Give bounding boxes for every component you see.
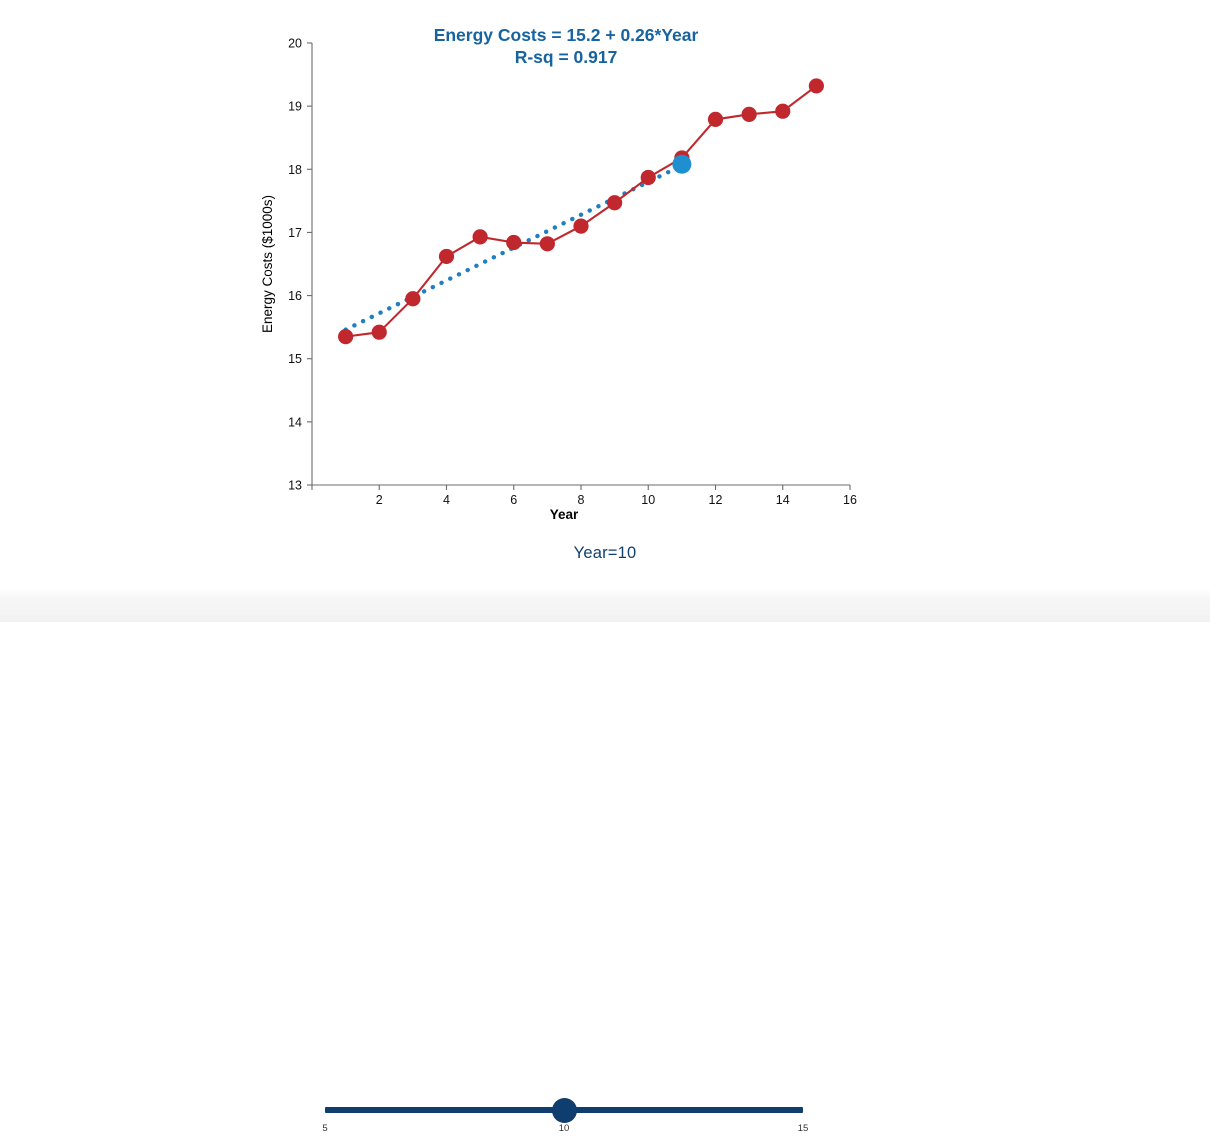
- y-tick-label: 17: [288, 226, 302, 240]
- x-tick-label: 14: [776, 493, 790, 507]
- x-tick-label: 12: [709, 493, 723, 507]
- data-point-marker: [338, 329, 354, 345]
- y-axis-title: Energy Costs ($1000s): [260, 195, 275, 333]
- y-tick-label: 16: [288, 289, 302, 303]
- y-tick-label: 18: [288, 163, 302, 177]
- chart-subtitle: R-sq = 0.917: [515, 47, 618, 67]
- x-axis-title: Year: [550, 507, 579, 522]
- y-axis-ticks: 13 14 15 16 17 18 19 20: [288, 37, 312, 493]
- x-tick-label: 16: [843, 493, 857, 507]
- slider-tick-label: 5: [322, 1123, 328, 1134]
- data-point-marker: [741, 106, 757, 122]
- y-tick-label: 20: [288, 37, 302, 51]
- x-axis-ticks: 2 4 6 8 10 12 14 16: [311, 485, 857, 507]
- chart-axes: [311, 43, 850, 486]
- data-point-marker: [472, 229, 488, 245]
- data-point-marker: [640, 169, 656, 186]
- y-tick-label: 15: [288, 352, 302, 366]
- x-tick-label: 6: [510, 493, 517, 507]
- slider-handle[interactable]: [551, 1098, 577, 1123]
- data-point-marker: [371, 324, 387, 340]
- data-point-marker: [775, 103, 791, 119]
- x-tick-label: 2: [376, 493, 383, 507]
- slider-value-label: Year=10: [573, 544, 637, 562]
- data-point-marker: [405, 291, 421, 307]
- data-point-marker: [506, 234, 522, 251]
- data-point-marker: [707, 111, 724, 128]
- chart-title: Energy Costs = 15.2 + 0.26*Year: [434, 25, 699, 45]
- regression-fit-line: [343, 163, 685, 332]
- data-point-marker: [438, 248, 455, 265]
- predicted-value-marker: [672, 154, 692, 174]
- x-tick-label: 8: [578, 493, 585, 507]
- x-tick-label: 10: [641, 493, 655, 507]
- data-point-marker: [808, 78, 824, 94]
- data-point-marker: [539, 236, 555, 252]
- year-slider-control[interactable]: Year=10 5 10 15: [0, 535, 1210, 1134]
- slider-tick-label: 10: [558, 1123, 570, 1134]
- slider-tick-labels: 5 10 15: [0, 1123, 1210, 1139]
- data-series-markers: [338, 78, 824, 345]
- chart-plot-area: Energy Costs = 15.2 + 0.26*Year R-sq = 0…: [0, 0, 1210, 535]
- slider-tick-label: 15: [797, 1123, 809, 1134]
- y-tick-label: 13: [288, 479, 302, 493]
- data-point-marker: [607, 195, 623, 211]
- x-tick-label: 4: [443, 493, 450, 507]
- y-tick-label: 14: [288, 415, 302, 429]
- y-tick-label: 19: [288, 100, 302, 114]
- data-point-marker: [573, 218, 589, 234]
- scatter-chart: Energy Costs = 15.2 + 0.26*Year R-sq = 0…: [260, 25, 857, 522]
